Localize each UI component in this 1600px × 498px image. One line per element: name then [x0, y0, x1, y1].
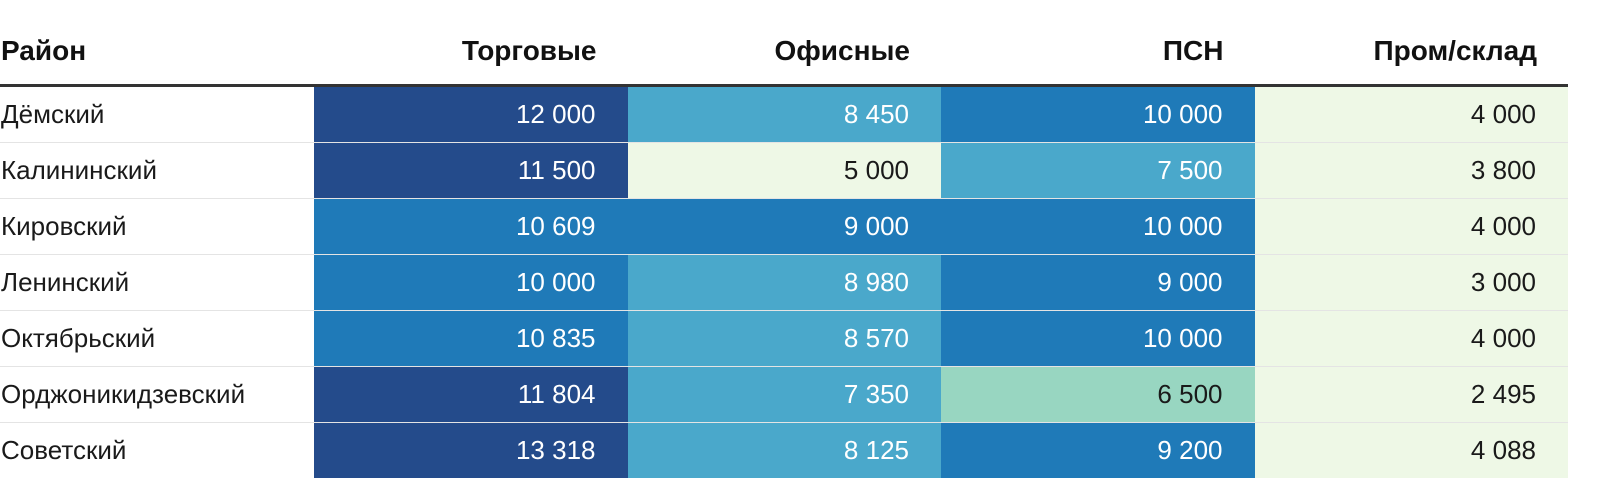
heat-cell: 11 500	[314, 142, 628, 199]
heat-cell: 7 500	[941, 142, 1255, 199]
heat-cell: 3 000	[1254, 254, 1568, 311]
column-header-psn: ПСН	[941, 17, 1255, 87]
district-name: Советский	[0, 422, 314, 478]
heat-cell: 9 000	[941, 254, 1255, 311]
heat-cell: 11 804	[314, 366, 628, 423]
heat-cell: 7 350	[627, 366, 941, 423]
heat-cell: 4 000	[1254, 85, 1568, 143]
heat-cell: 2 495	[1254, 366, 1568, 423]
heat-cell: 8 125	[627, 422, 941, 478]
table-row: Октябрьский 10 835 8 570 10 000 4 000	[0, 310, 1568, 367]
heat-cell: 10 000	[314, 254, 628, 311]
heat-cell: 8 980	[627, 254, 941, 311]
column-header-retail: Торговые	[314, 17, 628, 87]
district-name: Кировский	[0, 198, 314, 255]
heat-cell: 6 500	[941, 366, 1255, 423]
table-body: Дёмский 12 000 8 450 10 000 4 000 Калини…	[0, 85, 1568, 478]
heat-cell: 9 000	[627, 198, 941, 255]
heat-cell: 8 450	[627, 85, 941, 143]
header-row: Район Торговые Офисные ПСН Пром/склад	[0, 17, 1568, 87]
district-name: Калининский	[0, 142, 314, 199]
heat-cell: 13 318	[314, 422, 628, 478]
district-name: Орджоникидзевский	[0, 366, 314, 423]
district-name: Ленинский	[0, 254, 314, 311]
heat-cell: 9 200	[941, 422, 1255, 478]
table-row: Калининский 11 500 5 000 7 500 3 800	[0, 142, 1568, 199]
table-row: Ленинский 10 000 8 980 9 000 3 000	[0, 254, 1568, 311]
heat-cell: 4 000	[1254, 310, 1568, 367]
heat-cell: 8 570	[627, 310, 941, 367]
column-header-industrial: Пром/склад	[1254, 17, 1568, 87]
column-header-office: Офисные	[627, 17, 941, 87]
table-row: Орджоникидзевский 11 804 7 350 6 500 2 4…	[0, 366, 1568, 423]
heat-cell: 10 000	[941, 310, 1255, 367]
table-row: Дёмский 12 000 8 450 10 000 4 000	[0, 85, 1568, 143]
table-row: Советский 13 318 8 125 9 200 4 088	[0, 422, 1568, 478]
heat-cell: 5 000	[627, 142, 941, 199]
district-name: Дёмский	[0, 85, 314, 143]
column-header-district: Район	[0, 17, 314, 87]
heat-cell: 10 000	[941, 198, 1255, 255]
district-name: Октябрьский	[0, 310, 314, 367]
heat-cell: 4 000	[1254, 198, 1568, 255]
heat-cell: 4 088	[1254, 422, 1568, 478]
heat-cell: 10 000	[941, 85, 1255, 143]
heat-cell: 10 609	[314, 198, 628, 255]
price-heatmap-table: Район Торговые Офисные ПСН Пром/склад Дё…	[0, 17, 1568, 478]
table-row: Кировский 10 609 9 000 10 000 4 000	[0, 198, 1568, 255]
heat-cell: 12 000	[314, 85, 628, 143]
heat-cell: 3 800	[1254, 142, 1568, 199]
heat-cell: 10 835	[314, 310, 628, 367]
